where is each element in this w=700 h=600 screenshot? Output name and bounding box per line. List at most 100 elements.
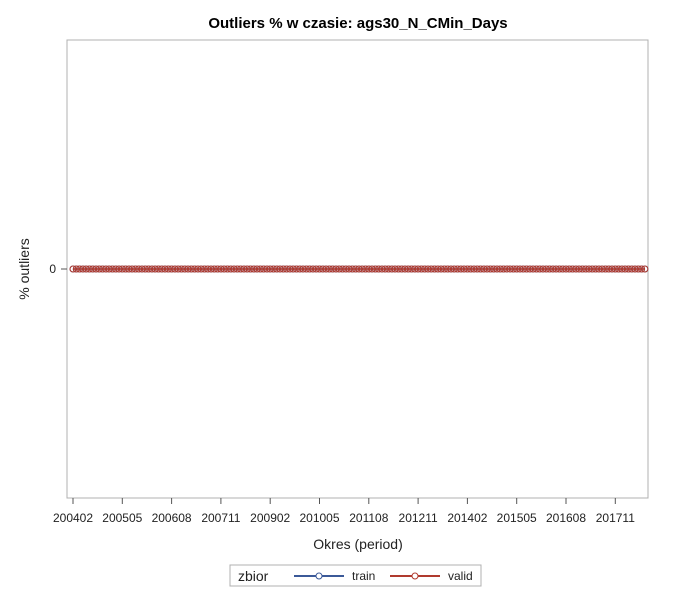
data-point-valid (108, 265, 116, 273)
legend-frame (229, 564, 482, 587)
data-point-valid (417, 265, 425, 273)
data-point-valid (408, 265, 416, 273)
x-tick-label: 201711 (596, 511, 635, 525)
data-point-valid (102, 265, 110, 273)
data-point-valid (598, 265, 606, 273)
data-point-valid (621, 265, 629, 273)
data-point-valid (634, 265, 642, 273)
data-point-valid (434, 265, 442, 273)
data-point-valid (125, 265, 133, 273)
data-point-valid (411, 265, 419, 273)
data-point-valid (523, 265, 531, 273)
x-tick-label: 201505 (497, 511, 537, 525)
data-point-valid (460, 265, 468, 273)
data-point-valid (401, 265, 409, 273)
data-point-valid (358, 265, 366, 273)
data-point-valid (112, 265, 120, 273)
data-point-valid (135, 265, 143, 273)
data-point-valid (388, 265, 396, 273)
data-point-valid (539, 265, 547, 273)
data-point-valid (82, 265, 90, 273)
data-point-valid (611, 265, 619, 273)
data-point-valid (427, 265, 435, 273)
data-point-valid (309, 265, 317, 273)
x-tick-label: 201211 (399, 511, 438, 525)
data-point-valid (191, 265, 199, 273)
data-point-valid (394, 265, 402, 273)
data-point-valid (154, 265, 162, 273)
data-point-valid (549, 265, 557, 273)
data-point-valid (214, 265, 222, 273)
x-tick-label: 201402 (447, 511, 487, 525)
data-point-valid (161, 265, 169, 273)
data-point-valid (500, 265, 508, 273)
data-point-valid (496, 265, 504, 273)
data-point-valid (404, 265, 412, 273)
data-point-valid (184, 265, 192, 273)
data-point-valid (164, 265, 172, 273)
legend-swatch-marker (411, 572, 419, 580)
data-point-valid (227, 265, 235, 273)
data-point-valid (490, 265, 498, 273)
data-point-valid (371, 265, 379, 273)
data-point-valid (618, 265, 626, 273)
data-point-valid (624, 265, 632, 273)
data-point-valid (444, 265, 452, 273)
data-point-valid (204, 265, 212, 273)
data-point-valid (421, 265, 429, 273)
data-point-valid (529, 265, 537, 273)
data-point-valid (253, 265, 261, 273)
data-point-valid (385, 265, 393, 273)
data-point-valid (378, 265, 386, 273)
data-point-valid (279, 265, 287, 273)
data-point-valid (391, 265, 399, 273)
data-point-valid (536, 265, 544, 273)
data-point-valid (200, 265, 208, 273)
data-point-valid (601, 265, 609, 273)
data-point-valid (260, 265, 268, 273)
data-point-valid (115, 265, 123, 273)
data-point-valid (283, 265, 291, 273)
legend-label: train (352, 569, 375, 583)
data-point-valid (365, 265, 373, 273)
data-point-valid (463, 265, 471, 273)
legend-title: zbior (238, 568, 269, 584)
data-point-valid (532, 265, 540, 273)
data-point-valid (296, 265, 304, 273)
data-point-valid (641, 265, 649, 273)
data-point-valid (131, 265, 139, 273)
data-point-valid (230, 265, 238, 273)
data-point-valid (467, 265, 475, 273)
data-point-valid (306, 265, 314, 273)
data-point-valid (582, 265, 590, 273)
chart-title: Outliers % w czasie: ags30_N_CMin_Days (208, 15, 507, 32)
data-point-valid (118, 265, 126, 273)
data-point-valid (72, 265, 80, 273)
data-point-valid (289, 265, 297, 273)
data-point-valid (319, 265, 327, 273)
data-point-valid (368, 265, 376, 273)
data-point-valid (450, 265, 458, 273)
data-point-valid (480, 265, 488, 273)
data-point-valid (588, 265, 596, 273)
data-point-valid (322, 265, 330, 273)
data-point-valid (424, 265, 432, 273)
series-valid (69, 265, 649, 273)
data-point-valid (122, 265, 130, 273)
data-point-valid (575, 265, 583, 273)
data-point-valid (345, 265, 353, 273)
data-point-valid (181, 265, 189, 273)
data-point-valid (158, 265, 166, 273)
data-point-valid (348, 265, 356, 273)
data-point-valid (312, 265, 320, 273)
data-point-valid (105, 265, 113, 273)
x-tick-label: 201005 (299, 511, 339, 525)
data-point-valid (608, 265, 616, 273)
data-point-valid (559, 265, 567, 273)
data-point-valid (92, 265, 100, 273)
data-point-valid (250, 265, 258, 273)
x-tick-label: 200902 (250, 511, 290, 525)
data-point-valid (194, 265, 202, 273)
data-point-valid (431, 265, 439, 273)
